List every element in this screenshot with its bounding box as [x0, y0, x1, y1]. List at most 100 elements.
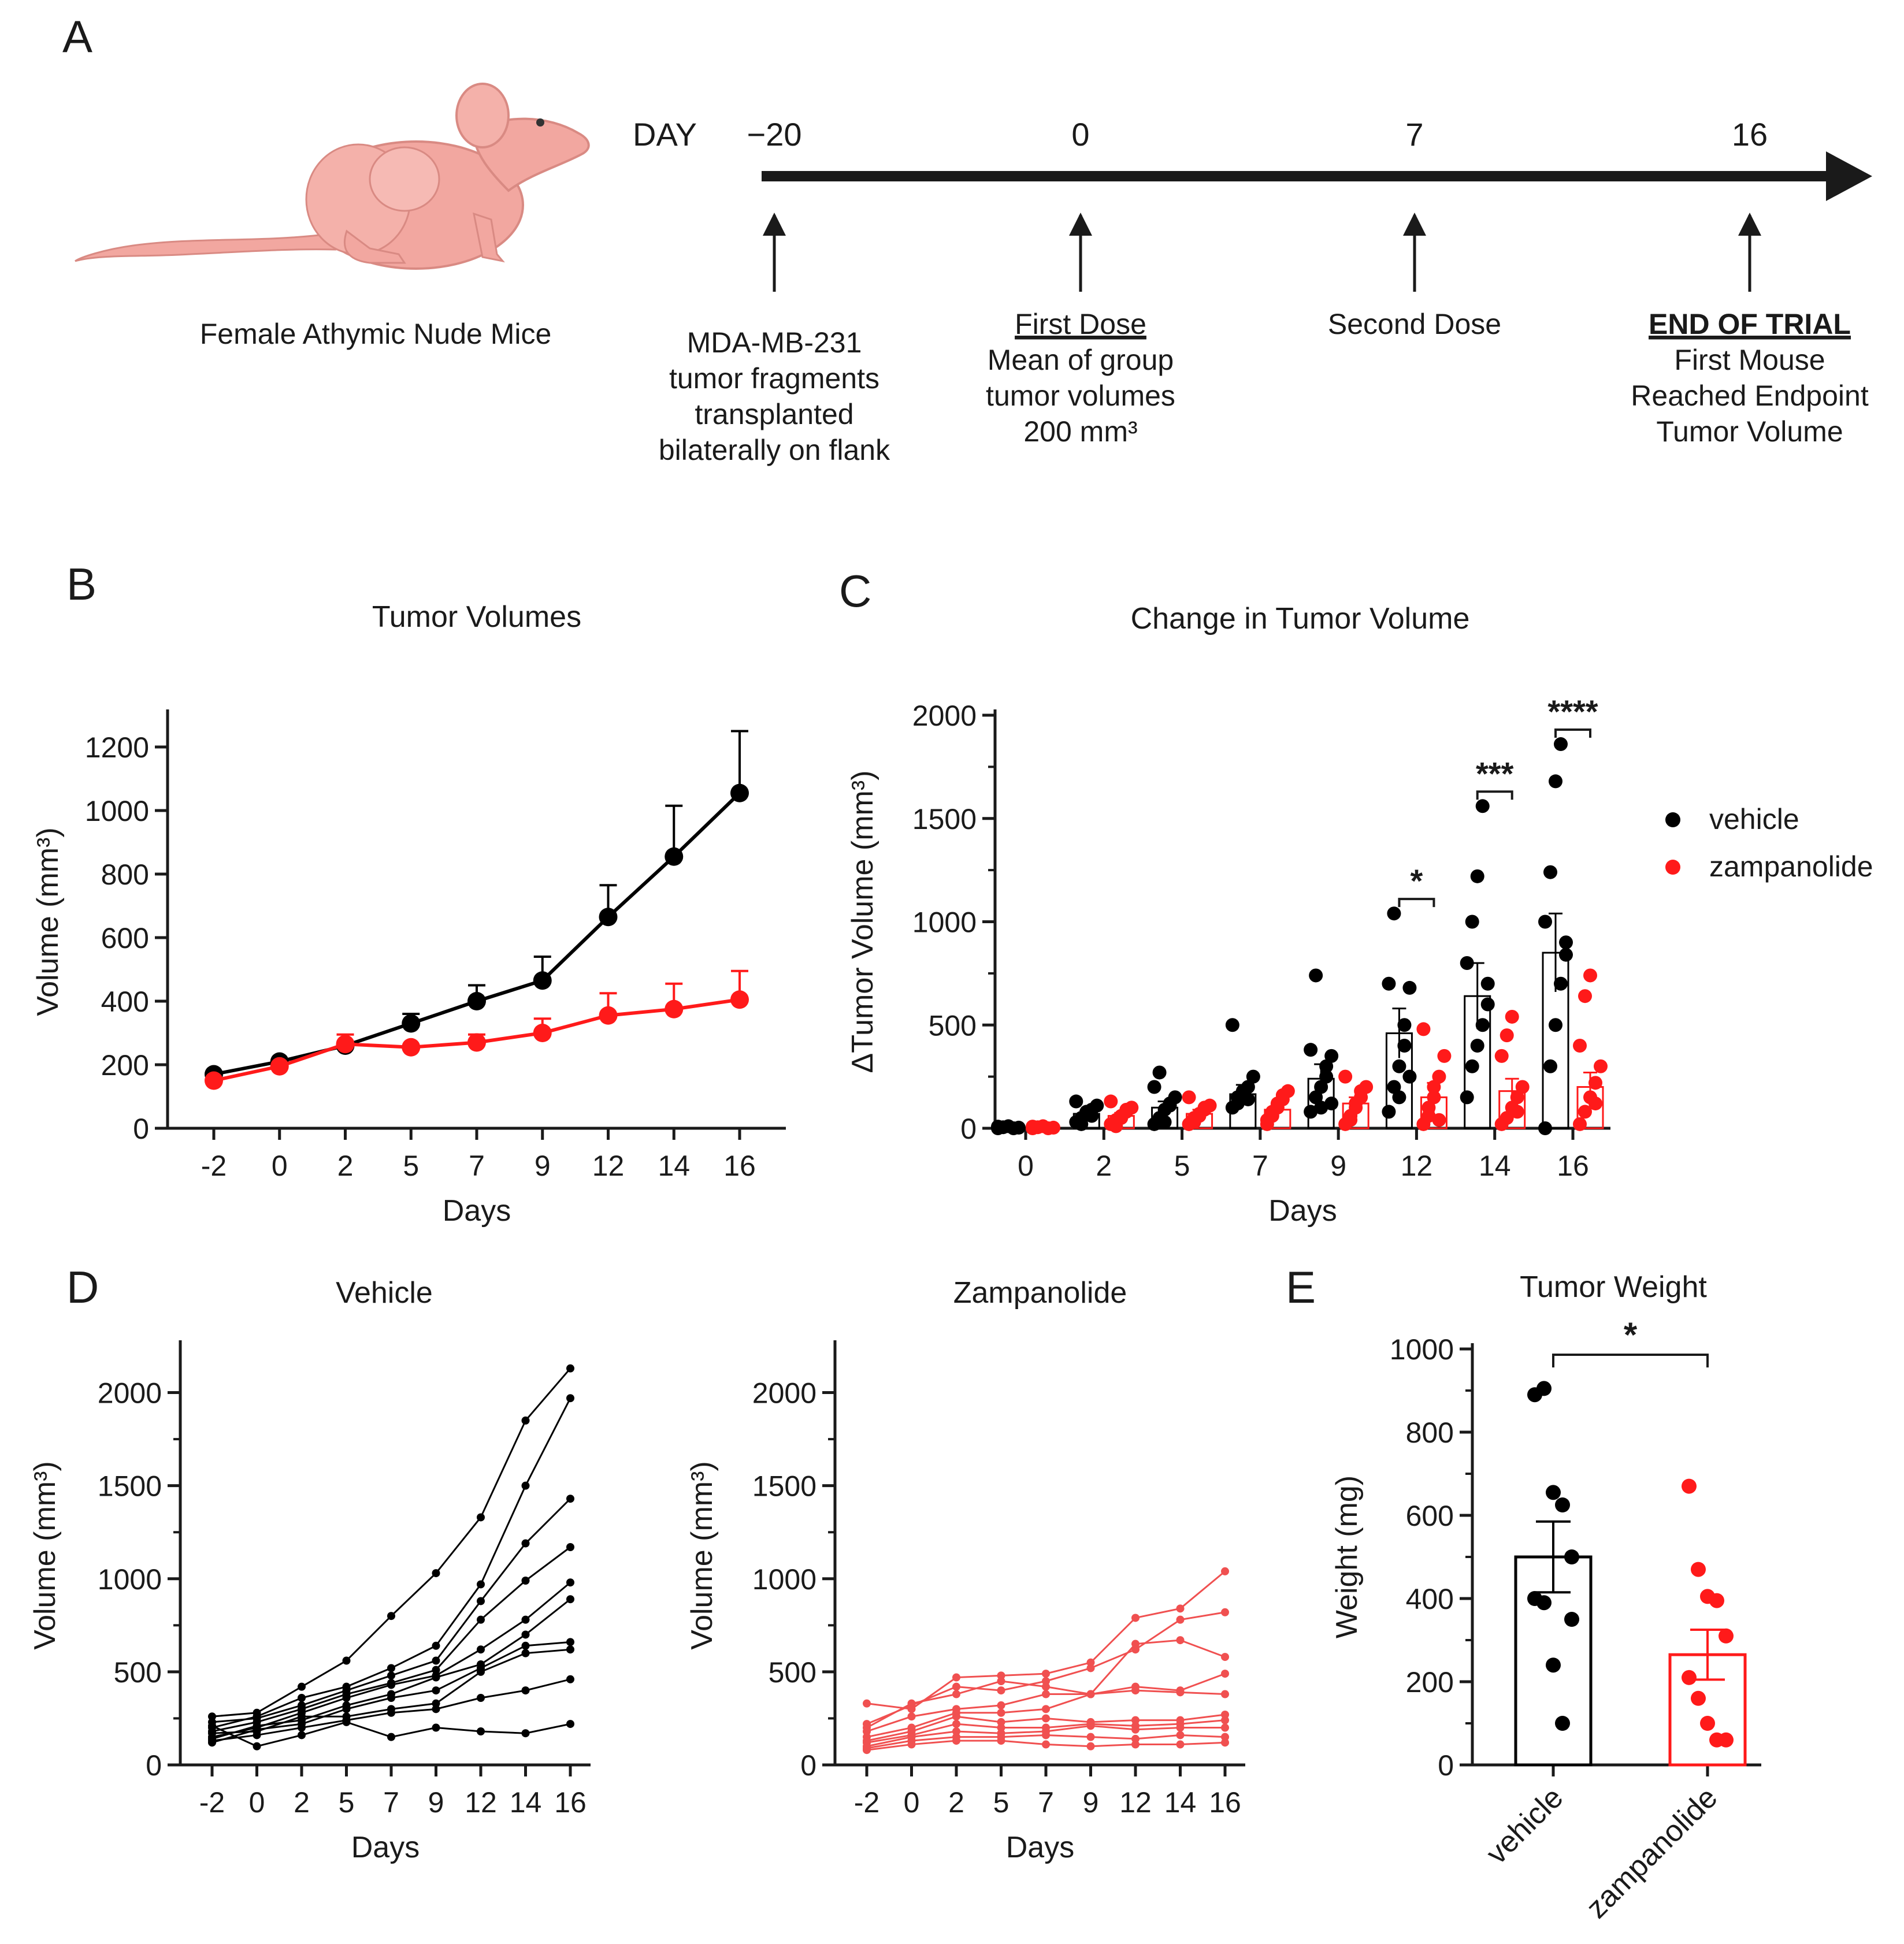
data-point [1131, 1740, 1140, 1749]
data-point [1314, 1101, 1328, 1115]
y-axis-label: ΔTumor Volume (mm³) [846, 771, 879, 1073]
data-point [521, 1630, 530, 1639]
x-tick-label: 5 [1174, 1150, 1190, 1182]
data-point [402, 1014, 421, 1033]
y-tick-label: 600 [101, 922, 149, 954]
data-point [1578, 989, 1592, 1003]
data-point [863, 1699, 871, 1708]
data-point [533, 971, 552, 990]
x-tick-label: -2 [199, 1786, 225, 1819]
x-tick-label: 16 [1209, 1786, 1241, 1819]
series-m5 [863, 1686, 1229, 1741]
data-point [1086, 1742, 1095, 1750]
significance-bracket [1476, 790, 1513, 800]
data-point [1538, 1121, 1552, 1135]
data-point [533, 1024, 552, 1042]
data-point [1221, 1738, 1229, 1747]
data-point [432, 1705, 440, 1713]
chart-b-tumor-volumes: Tumor Volumes 0 200 400 600 800 1000 1200 Volume… [31, 600, 786, 1228]
data-point [1119, 1102, 1134, 1117]
data-point [387, 1664, 395, 1672]
panel-a: A Female Athymic Nude Mice DAY −20 0 7 16 MD… [62, 11, 1872, 466]
data-point [1475, 799, 1490, 813]
data-point [432, 1656, 440, 1665]
series-line [213, 791, 741, 1076]
y-tick-label: 1000 [85, 795, 149, 827]
mouse-hind-leg [343, 229, 406, 264]
data-point [1691, 1562, 1706, 1577]
legend-marker-vehicle [1665, 812, 1680, 827]
data-point [1042, 1714, 1050, 1723]
y-tick-label: 800 [101, 858, 149, 891]
data-point [298, 1731, 306, 1739]
data-point [1554, 976, 1568, 991]
data-point [342, 1656, 351, 1665]
series-m9 [208, 1675, 574, 1745]
series-zampanolide [205, 969, 749, 1090]
data-point [997, 1686, 1005, 1695]
data-point [1546, 1485, 1561, 1500]
y-tick-label: 1500 [98, 1470, 162, 1503]
data-point [1086, 1664, 1095, 1672]
x-tick-label: 12 [1401, 1150, 1433, 1182]
x-axis-label: Days [1268, 1194, 1337, 1228]
data-point [1475, 1018, 1490, 1032]
data-point [1069, 1094, 1083, 1109]
data-point [1470, 869, 1484, 883]
x-tick-label: 9 [535, 1150, 551, 1182]
data-point [387, 1708, 395, 1717]
data-point [566, 1543, 574, 1551]
data-point [1432, 1113, 1446, 1127]
mouse-tumor [369, 146, 440, 212]
data-point [1090, 1098, 1104, 1113]
data-point [1397, 1039, 1412, 1053]
data-point [521, 1416, 530, 1425]
data-point [952, 1712, 960, 1721]
data-point [566, 1645, 574, 1654]
data-point [1046, 1120, 1060, 1135]
data-point [1176, 1615, 1185, 1624]
x-tick-label: 7 [469, 1150, 485, 1182]
x-tick-label: 2 [1096, 1150, 1112, 1182]
chart-c-change-in-tumor-volume: Change in Tumor Volume 0 500 1000 1500 2000 ΔT… [846, 602, 1873, 1228]
timeline-day-0: −20 [747, 116, 802, 153]
y-tick-label: 500 [929, 1009, 977, 1042]
data-point [1085, 1109, 1099, 1123]
data-point [1460, 956, 1474, 970]
data-point [1221, 1670, 1229, 1678]
data-point [1402, 980, 1417, 995]
y-axis-label: Volume (mm³) [28, 1461, 62, 1649]
mouse-ear [455, 83, 510, 148]
data-point [1152, 1065, 1167, 1080]
data-point [907, 1712, 916, 1721]
data-point [1427, 1090, 1441, 1105]
data-point [1304, 1105, 1318, 1119]
data-point [997, 1723, 1005, 1732]
significance-stars: * [1624, 1315, 1638, 1354]
significance-bracket [1398, 898, 1435, 908]
data-point [208, 1737, 216, 1745]
y-tick-label: 2000 [912, 700, 977, 732]
data-point [566, 1578, 574, 1587]
timeline-event-line-2-0: Second Dose [1328, 308, 1501, 340]
y-tick-label: 0 [1438, 1749, 1454, 1782]
data-point [1246, 1069, 1260, 1084]
data-point [1314, 1080, 1328, 1094]
y-tick-label: 1000 [912, 906, 977, 939]
data-point [1573, 1117, 1587, 1131]
data-point [1564, 1612, 1579, 1627]
x-tick-label: 5 [339, 1786, 355, 1819]
chart-title: Tumor Weight [1520, 1270, 1707, 1304]
timeline-day-3: 16 [1732, 116, 1768, 153]
data-point [1700, 1716, 1715, 1731]
y-tick-label: 500 [114, 1656, 162, 1689]
timeline-event-line-0-0: MDA-MB-231 [687, 326, 862, 359]
data-point [1176, 1688, 1185, 1697]
data-point [1559, 935, 1573, 950]
data-point [730, 783, 749, 802]
y-axis-label: Weight (mg) [1330, 1475, 1364, 1638]
data-point [952, 1673, 960, 1682]
timeline-event-line-3-1: Reached Endpoint [1631, 380, 1869, 412]
